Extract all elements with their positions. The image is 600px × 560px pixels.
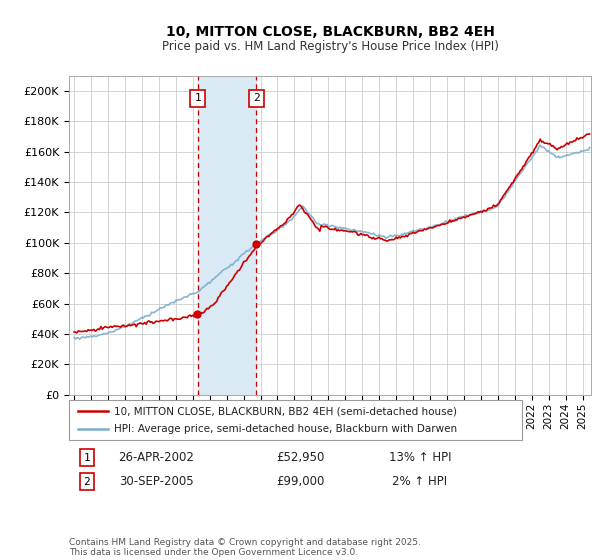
Bar [197, 76, 256, 395]
Text: Price paid vs. HM Land Registry's House Price Index (HPI): Price paid vs. HM Land Registry's House … [161, 40, 499, 53]
Text: 2% ↑ HPI: 2% ↑ HPI [392, 475, 448, 488]
Text: £99,000: £99,000 [276, 475, 324, 488]
Text: 30-SEP-2005: 30-SEP-2005 [119, 475, 193, 488]
Text: 10, MITTON CLOSE, BLACKBURN, BB2 4EH (semi-detached house): 10, MITTON CLOSE, BLACKBURN, BB2 4EH (se… [114, 407, 457, 417]
Text: 2: 2 [253, 94, 260, 104]
Text: 1: 1 [194, 94, 201, 104]
Text: HPI: Average price, semi-detached house, Blackburn with Darwen: HPI: Average price, semi-detached house,… [114, 423, 457, 433]
Text: £52,950: £52,950 [276, 451, 324, 464]
Text: 2: 2 [83, 477, 91, 487]
Text: 26-APR-2002: 26-APR-2002 [118, 451, 194, 464]
Text: 10, MITTON CLOSE, BLACKBURN, BB2 4EH: 10, MITTON CLOSE, BLACKBURN, BB2 4EH [166, 25, 494, 39]
Text: 1: 1 [83, 452, 91, 463]
Text: Contains HM Land Registry data © Crown copyright and database right 2025.
This d: Contains HM Land Registry data © Crown c… [69, 538, 421, 557]
Text: 13% ↑ HPI: 13% ↑ HPI [389, 451, 451, 464]
